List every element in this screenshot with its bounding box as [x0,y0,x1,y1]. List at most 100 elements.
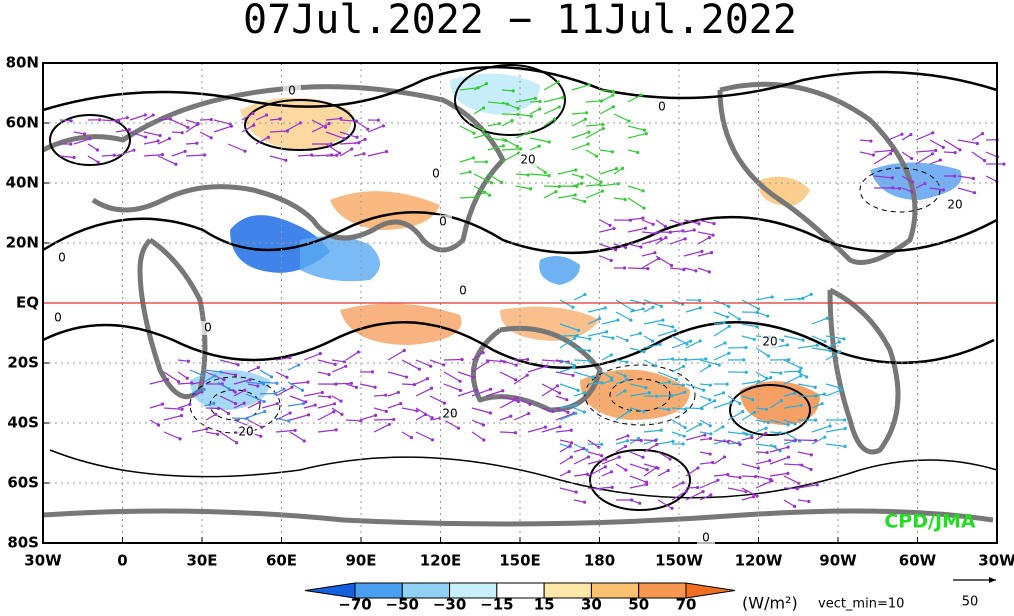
vector-head [234,373,237,376]
vector [60,120,71,121]
vector [318,372,329,375]
vector-head [626,434,629,437]
vector [586,150,597,156]
vector-head [186,377,189,380]
vector-head [637,437,640,440]
vector-head [355,386,358,389]
vector-head [664,236,667,239]
contour-label: 0 [439,215,447,229]
vector [700,480,718,488]
vector-head [321,391,324,394]
vector-head [840,388,843,391]
vector [628,268,648,269]
vector-head [256,384,259,387]
vector-head [722,321,725,324]
vector [860,140,871,141]
lon-label: 30W [24,552,62,570]
vector-head [570,441,573,444]
vector-head [259,435,262,438]
vector-head [844,427,847,430]
vector-head [823,393,826,396]
vector-head [302,402,305,405]
vector [318,396,330,397]
vector-head [502,144,505,147]
colorbar-unit: (W/m²) [742,594,798,613]
vector-head [528,130,531,133]
vector-head [527,173,530,176]
vector [916,151,936,152]
vector-head [738,443,741,446]
vector-head [156,139,159,142]
vector [672,366,683,372]
vector [574,474,587,476]
vector [530,138,549,142]
vector [600,256,611,260]
vector-head [180,414,183,417]
vector [514,414,529,420]
vector-head [645,132,648,135]
vector [416,379,427,384]
vector [700,432,711,434]
vector-head [202,374,205,377]
vector [444,372,460,381]
vector-head [186,126,189,129]
vector-head [828,424,831,427]
vector-head [482,351,485,354]
vector [298,155,312,156]
vector [600,107,613,114]
vector-head [621,167,624,170]
vector-head [814,386,817,389]
vector-head [583,391,586,394]
vector-head [615,167,618,170]
vector-head [501,389,504,392]
vector [304,405,315,408]
vector-head [810,453,813,456]
vector [402,432,411,437]
vector-head [655,466,658,469]
vector-head [644,227,647,230]
vector [488,124,499,126]
vector-head [709,437,712,440]
vector [860,152,873,155]
vector [586,174,601,182]
vector [700,401,715,408]
contour-label: 0 [288,84,296,98]
vector-head [645,483,648,486]
lon-label: 60W [899,552,937,570]
vector-head [575,404,578,407]
vector-head [303,439,306,442]
vector-head [612,105,615,108]
vector-head [843,445,846,448]
lat-label: 80S [7,534,39,552]
vector [416,408,432,418]
vector-head [237,363,240,366]
vector-head [554,190,557,193]
vector [388,392,398,396]
vector [874,150,892,152]
vector-head [751,398,754,401]
vector [616,436,628,440]
vector [374,419,394,420]
vector-head [196,123,199,126]
vector [630,476,647,482]
vector-head [611,150,614,153]
vector-head [626,439,629,442]
vector [714,457,724,464]
vector [684,268,696,271]
vector [630,484,647,488]
vector [588,332,607,336]
vector-head [983,159,986,162]
vector [770,372,781,373]
vector-head [584,118,587,121]
vector-head [623,198,626,201]
vector-head [699,423,702,426]
vector-head [472,156,475,159]
vector-head [655,443,658,446]
vector-head [595,154,598,157]
vector-head [684,237,687,240]
vector-head [83,132,86,135]
vector [742,476,756,477]
vector-head [671,325,674,328]
vector [500,432,515,433]
vector-head [780,399,783,402]
